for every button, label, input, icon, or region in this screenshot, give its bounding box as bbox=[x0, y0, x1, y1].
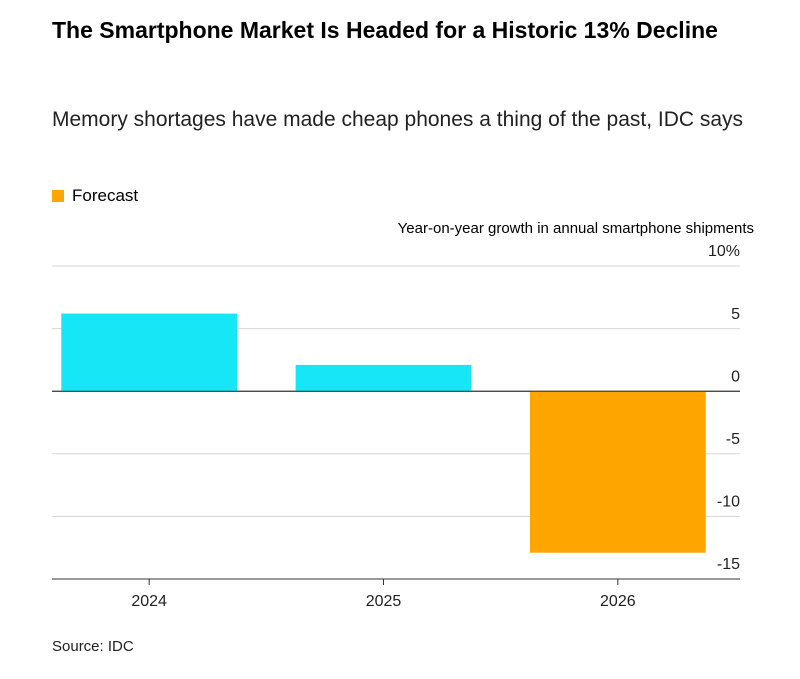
legend: Forecast bbox=[52, 186, 138, 206]
bar bbox=[295, 364, 472, 392]
bar bbox=[61, 313, 238, 392]
y-tick-label: -5 bbox=[726, 431, 740, 448]
legend-swatch bbox=[52, 190, 64, 202]
chart-title: The Smartphone Market Is Headed for a Hi… bbox=[52, 17, 718, 43]
y-axis-label: Year-on-year growth in annual smartphone… bbox=[397, 220, 754, 237]
x-tick-label: 2026 bbox=[600, 593, 636, 610]
y-tick-label: 0 bbox=[731, 368, 740, 385]
y-tick-label: 5 bbox=[731, 306, 740, 323]
bar bbox=[529, 391, 706, 553]
source: Source: IDC bbox=[52, 638, 134, 655]
x-tick-label: 2024 bbox=[131, 593, 167, 610]
legend-label: Forecast bbox=[72, 186, 139, 205]
x-tick-label: 2025 bbox=[366, 593, 402, 610]
y-tick-label: -15 bbox=[717, 556, 740, 573]
chart-subtitle: Memory shortages have made cheap phones … bbox=[52, 108, 744, 131]
y-tick-label: 10% bbox=[708, 243, 740, 260]
y-tick-label: -10 bbox=[717, 494, 740, 511]
